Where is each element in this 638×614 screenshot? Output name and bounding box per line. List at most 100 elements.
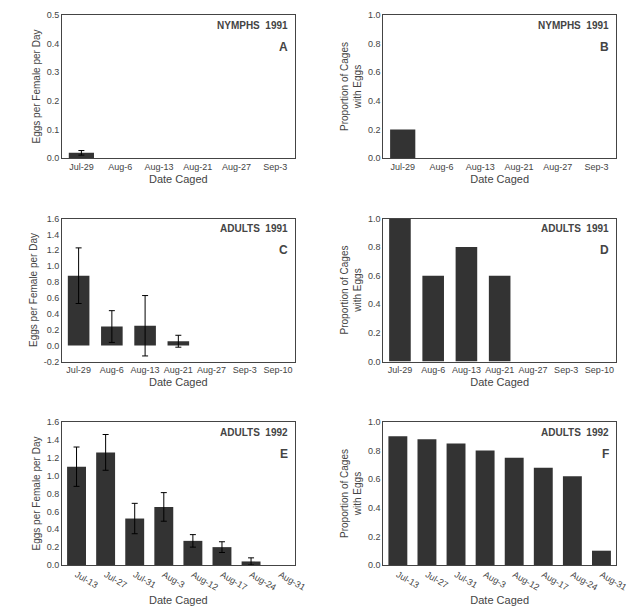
svg-text:ADULTS 1992: ADULTS 1992 bbox=[220, 427, 288, 438]
svg-text:Date Caged: Date Caged bbox=[149, 173, 208, 185]
svg-text:Aug-6: Aug-6 bbox=[100, 365, 124, 375]
svg-text:1.4: 1.4 bbox=[47, 230, 60, 240]
svg-text:Aug-13: Aug-13 bbox=[452, 365, 481, 375]
svg-text:Aug-6: Aug-6 bbox=[421, 365, 445, 375]
svg-text:A: A bbox=[279, 40, 288, 54]
svg-text:0.4: 0.4 bbox=[368, 299, 381, 309]
svg-text:NYMPHS 1991: NYMPHS 1991 bbox=[538, 20, 609, 31]
svg-text:0.2: 0.2 bbox=[368, 532, 381, 542]
svg-text:Aug-21: Aug-21 bbox=[164, 365, 193, 375]
svg-text:Sep-3: Sep-3 bbox=[554, 365, 578, 375]
svg-text:Aug-24: Aug-24 bbox=[569, 569, 599, 592]
svg-text:C: C bbox=[279, 243, 288, 257]
svg-text:0.2: 0.2 bbox=[368, 328, 381, 338]
svg-text:Aug-6: Aug-6 bbox=[108, 162, 132, 172]
svg-text:Jul-31: Jul-31 bbox=[131, 569, 157, 590]
svg-text:Aug-12: Aug-12 bbox=[190, 569, 220, 592]
svg-text:1.0: 1.0 bbox=[368, 214, 381, 224]
svg-text:0.2: 0.2 bbox=[47, 325, 60, 335]
svg-text:0.6: 0.6 bbox=[368, 67, 381, 77]
svg-text:1.2: 1.2 bbox=[47, 453, 60, 463]
svg-text:NYMPHS 1991: NYMPHS 1991 bbox=[217, 20, 288, 31]
svg-text:0.2: 0.2 bbox=[47, 96, 60, 106]
svg-text:Sep-10: Sep-10 bbox=[585, 365, 614, 375]
svg-text:1.0: 1.0 bbox=[47, 261, 60, 271]
svg-text:Aug-13: Aug-13 bbox=[131, 365, 160, 375]
svg-text:Jul-27: Jul-27 bbox=[102, 569, 128, 590]
svg-text:ADULTS 1991: ADULTS 1991 bbox=[541, 223, 609, 234]
svg-text:0.6: 0.6 bbox=[368, 474, 381, 484]
svg-text:Jul-29: Jul-29 bbox=[390, 162, 415, 172]
svg-text:Aug-6: Aug-6 bbox=[429, 162, 453, 172]
svg-text:Date Caged: Date Caged bbox=[470, 173, 529, 185]
svg-text:0.2: 0.2 bbox=[47, 542, 60, 552]
svg-text:0.4: 0.4 bbox=[47, 39, 60, 49]
svg-text:0.8: 0.8 bbox=[47, 489, 60, 499]
svg-text:Date Caged: Date Caged bbox=[470, 376, 529, 388]
svg-text:Sep-3: Sep-3 bbox=[263, 162, 287, 172]
svg-text:Date Caged: Date Caged bbox=[470, 594, 529, 606]
svg-text:Aug-27: Aug-27 bbox=[518, 365, 547, 375]
svg-text:Date Caged: Date Caged bbox=[149, 594, 208, 606]
svg-text:Aug-3: Aug-3 bbox=[482, 569, 508, 590]
svg-text:1.0: 1.0 bbox=[368, 10, 381, 20]
svg-text:0.2: 0.2 bbox=[368, 125, 381, 135]
svg-text:Proportion of Cageswith Eggs: Proportion of Cageswith Eggs bbox=[339, 449, 363, 538]
svg-text:Date Caged: Date Caged bbox=[149, 376, 208, 388]
svg-text:Aug-31: Aug-31 bbox=[277, 569, 307, 592]
svg-text:0.4: 0.4 bbox=[47, 309, 60, 319]
svg-text:Proportion of Cageswith Eggs: Proportion of Cageswith Eggs bbox=[339, 246, 363, 335]
svg-text:0.4: 0.4 bbox=[47, 524, 60, 534]
svg-text:Proportion of Cageswith Eggs: Proportion of Cageswith Eggs bbox=[339, 42, 363, 131]
svg-text:Sep-3: Sep-3 bbox=[233, 365, 257, 375]
svg-text:1.6: 1.6 bbox=[47, 214, 60, 224]
svg-text:Jul-29: Jul-29 bbox=[388, 365, 413, 375]
svg-text:Aug-3: Aug-3 bbox=[161, 569, 187, 590]
svg-text:0.0: 0.0 bbox=[47, 341, 60, 351]
svg-text:Aug-24: Aug-24 bbox=[248, 569, 278, 592]
svg-text:0.0: 0.0 bbox=[368, 153, 381, 163]
svg-text:0.6: 0.6 bbox=[47, 507, 60, 517]
svg-text:0.4: 0.4 bbox=[368, 503, 381, 513]
svg-text:Aug-21: Aug-21 bbox=[505, 162, 534, 172]
svg-text:0.4: 0.4 bbox=[368, 96, 381, 106]
svg-text:Eggs per Female per Day: Eggs per Female per Day bbox=[31, 30, 42, 144]
svg-text:0.0: 0.0 bbox=[47, 153, 60, 163]
svg-text:ADULTS 1991: ADULTS 1991 bbox=[220, 223, 288, 234]
svg-text:E: E bbox=[280, 447, 288, 461]
svg-text:1.0: 1.0 bbox=[47, 471, 60, 481]
svg-text:Aug-27: Aug-27 bbox=[543, 162, 572, 172]
svg-text:Jul-29: Jul-29 bbox=[69, 162, 94, 172]
svg-text:0.6: 0.6 bbox=[368, 271, 381, 281]
svg-text:0.5: 0.5 bbox=[47, 10, 60, 20]
svg-text:0.6: 0.6 bbox=[47, 293, 60, 303]
svg-text:Jul-31: Jul-31 bbox=[453, 569, 479, 590]
svg-text:-0.2: -0.2 bbox=[44, 357, 60, 367]
svg-text:D: D bbox=[600, 243, 609, 257]
svg-text:ADULTS 1992: ADULTS 1992 bbox=[541, 427, 609, 438]
svg-text:Aug-12: Aug-12 bbox=[511, 569, 541, 592]
svg-text:Aug-13: Aug-13 bbox=[144, 162, 173, 172]
svg-text:0.8: 0.8 bbox=[368, 446, 381, 456]
svg-text:Aug-13: Aug-13 bbox=[466, 162, 495, 172]
svg-text:F: F bbox=[602, 447, 609, 461]
svg-text:0.1: 0.1 bbox=[47, 125, 60, 135]
svg-text:0.3: 0.3 bbox=[47, 67, 60, 77]
svg-text:1.4: 1.4 bbox=[47, 435, 60, 445]
svg-text:Sep-3: Sep-3 bbox=[585, 162, 609, 172]
svg-text:Eggs per Female per Day: Eggs per Female per Day bbox=[28, 233, 39, 347]
svg-text:Jul-27: Jul-27 bbox=[424, 569, 450, 590]
svg-text:0.8: 0.8 bbox=[368, 39, 381, 49]
svg-text:Aug-21: Aug-21 bbox=[183, 162, 212, 172]
svg-text:1.6: 1.6 bbox=[47, 417, 60, 427]
svg-text:Aug-21: Aug-21 bbox=[485, 365, 514, 375]
svg-text:Jul-29: Jul-29 bbox=[66, 365, 91, 375]
svg-text:0.0: 0.0 bbox=[47, 560, 60, 570]
svg-text:0.8: 0.8 bbox=[368, 242, 381, 252]
svg-text:1.0: 1.0 bbox=[368, 417, 381, 427]
svg-text:0.8: 0.8 bbox=[47, 277, 60, 287]
svg-text:Aug-27: Aug-27 bbox=[222, 162, 251, 172]
svg-text:Aug-17: Aug-17 bbox=[219, 569, 249, 592]
svg-text:0.0: 0.0 bbox=[368, 357, 381, 367]
svg-text:Eggs per Female per Day: Eggs per Female per Day bbox=[31, 437, 42, 551]
